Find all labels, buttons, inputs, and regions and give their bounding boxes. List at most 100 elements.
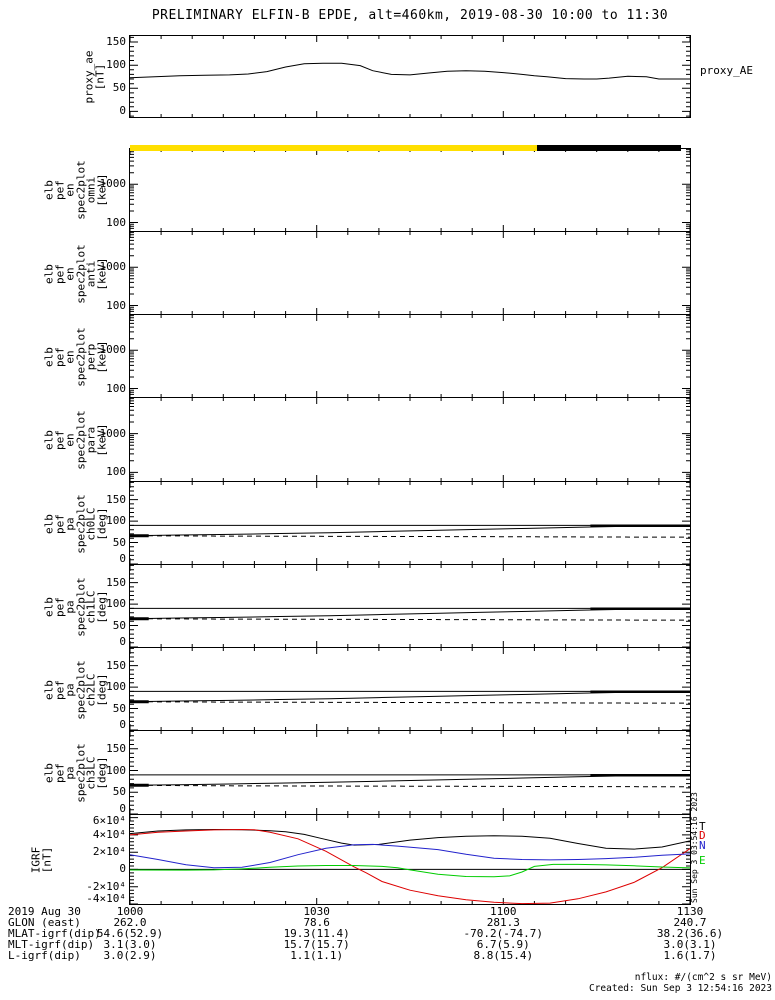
axis-ticks <box>130 232 690 314</box>
axis-ticks <box>130 36 690 117</box>
panel-en_omni <box>129 148 691 232</box>
axis-ticks <box>130 815 690 904</box>
axis-ticks <box>130 482 690 564</box>
panel-plot-area <box>130 565 690 647</box>
xtick-label: 1000 <box>116 905 144 918</box>
ytick-label: -4×10⁴ <box>86 892 126 905</box>
igrf-component-label-N: N <box>699 839 706 852</box>
ytick-label: 50 <box>112 785 126 799</box>
panel-plot-area <box>130 315 690 397</box>
panel-en_perp <box>129 315 691 398</box>
igrf-component-label-E: E <box>699 854 706 867</box>
series-E <box>130 863 690 878</box>
bottom-row-value: 19.3(11.4) <box>283 927 350 940</box>
ytick-label: 4×10⁴ <box>92 827 126 841</box>
ytick-label: 0 <box>119 802 126 815</box>
bottom-row-value: 54.6(52.9) <box>96 927 164 940</box>
series-antilosscone-dashed <box>130 784 690 788</box>
series-losscone <box>130 774 690 786</box>
panel-label-proxy_ae: proxy_ae [nT] <box>82 50 107 103</box>
panel-plot-area <box>130 232 690 314</box>
bottom-row-value: -70.2(-74.7) <box>463 927 544 940</box>
bottom-row-value: 8.8(15.4) <box>473 949 534 962</box>
ytick-label: 1000 <box>99 343 127 357</box>
panel-plot-area <box>130 731 690 814</box>
ytick-label: 100 <box>106 763 126 777</box>
ytick-label: 1000 <box>99 426 127 440</box>
panel-plot-area <box>130 482 690 564</box>
ytick-label: 150 <box>106 658 126 672</box>
ytick-label: 100 <box>106 298 126 312</box>
panel-label-en_omni: elb pef en spec2plot omni [keV] <box>42 160 109 220</box>
creation-watermark-vertical: Sun Sep 3 03:54:16 2023 <box>690 792 699 903</box>
panel-label-pa_ch2LC: elb pef pa spec2plot ch2LC [deg] <box>42 659 109 720</box>
bottom-row-value: 240.7 <box>673 916 707 929</box>
panel-plot-area <box>130 648 690 730</box>
ytick-label: 150 <box>106 741 126 755</box>
bottom-row-value: 38.2(36.6) <box>656 927 724 940</box>
panel-label-en_anti: elb pef en spec2plot anti [keV] <box>42 243 109 304</box>
bottom-row-value: 3.0(2.9) <box>103 949 157 962</box>
bottom-row-label: MLAT-igrf(dip) <box>8 927 101 940</box>
xtick-label: 1100 <box>490 905 517 918</box>
panel-plot-area <box>130 398 690 481</box>
panel-label-en_para: elb pef en spec2plot para [keV] <box>42 410 109 470</box>
bottom-row-value: 262.0 <box>113 916 147 929</box>
ytick-label: 6×10⁴ <box>92 814 126 827</box>
ytick-label: 150 <box>106 492 126 506</box>
panel-label-pa_ch3LC: elb pef pa spec2plot ch3LC [deg] <box>42 743 109 803</box>
axis-ticks <box>130 648 690 730</box>
axis-ticks <box>130 565 690 647</box>
ytick-label: 50 <box>112 535 126 549</box>
series-antilosscone-dashed <box>130 618 690 621</box>
series-D <box>130 828 690 904</box>
footer: nflux: #/(cm^2 s sr MeV) Created: Sun Se… <box>589 972 772 994</box>
nflux-units-note: nflux: #/(cm^2 s sr MeV) <box>634 972 772 983</box>
bottom-row-value: 3.0(3.1) <box>663 938 717 951</box>
bottom-row-value: 281.3 <box>486 916 520 929</box>
bottom-row-label: MLT-igrf(dip) <box>8 938 95 951</box>
ytick-label: 50 <box>112 701 126 715</box>
ytick-label: 1000 <box>99 177 127 191</box>
xtick-label: 1130 <box>676 905 704 918</box>
series-proxy_AE <box>130 62 690 80</box>
ytick-label: 100 <box>106 514 126 528</box>
ytick-label: 100 <box>106 58 126 72</box>
panel-en_anti <box>129 232 691 315</box>
ytick-label: 2×10⁴ <box>92 845 126 859</box>
ytick-label: 50 <box>112 81 126 95</box>
panel-en_para <box>129 398 691 482</box>
bottom-row-label: L-igrf(dip) <box>8 949 81 962</box>
ytick-label: 0 <box>119 104 126 118</box>
ytick-label: 100 <box>106 597 126 611</box>
availability-bar-segment-0 <box>130 145 537 151</box>
created-timestamp: Created: Sun Sep 3 12:54:16 2023 <box>588 983 772 994</box>
panel-proxy_ae <box>129 35 691 118</box>
igrf-component-label-T: T <box>699 820 706 833</box>
ytick-label: 100 <box>106 381 126 395</box>
bottom-row-value: 15.7(15.7) <box>283 938 350 951</box>
ytick-label: 0 <box>119 718 126 731</box>
ytick-label: 100 <box>106 680 126 694</box>
proxy-ae-right-label: proxy_AE <box>700 64 753 77</box>
ytick-label: 100 <box>106 215 126 229</box>
panel-plot-area <box>130 36 690 117</box>
axis-ticks <box>130 398 690 481</box>
ytick-label: 150 <box>106 575 126 589</box>
panel-label-en_perp: elb pef en spec2plot perp [keV] <box>42 326 109 387</box>
series-T <box>130 828 690 850</box>
panel-pa_ch2LC <box>129 648 691 731</box>
ytick-label: 50 <box>112 618 126 632</box>
panel-igrf <box>129 815 691 905</box>
bottom-row-value: 6.7(5.9) <box>476 938 530 951</box>
panel-label-pa_ch0LC: elb pef pa spec2plot ch0LC [deg] <box>42 493 109 554</box>
series-losscone <box>130 524 690 537</box>
panel-plot-area <box>130 815 690 904</box>
bottom-row-value: 1.6(1.7) <box>663 949 717 962</box>
x-axis-date-label: 2019 Aug 30 <box>8 905 81 918</box>
ytick-label: 1000 <box>99 260 127 274</box>
bottom-row-value: 1.1(1.1) <box>290 949 344 962</box>
axis-ticks <box>130 315 690 397</box>
ytick-label: -2×10⁴ <box>86 879 126 893</box>
